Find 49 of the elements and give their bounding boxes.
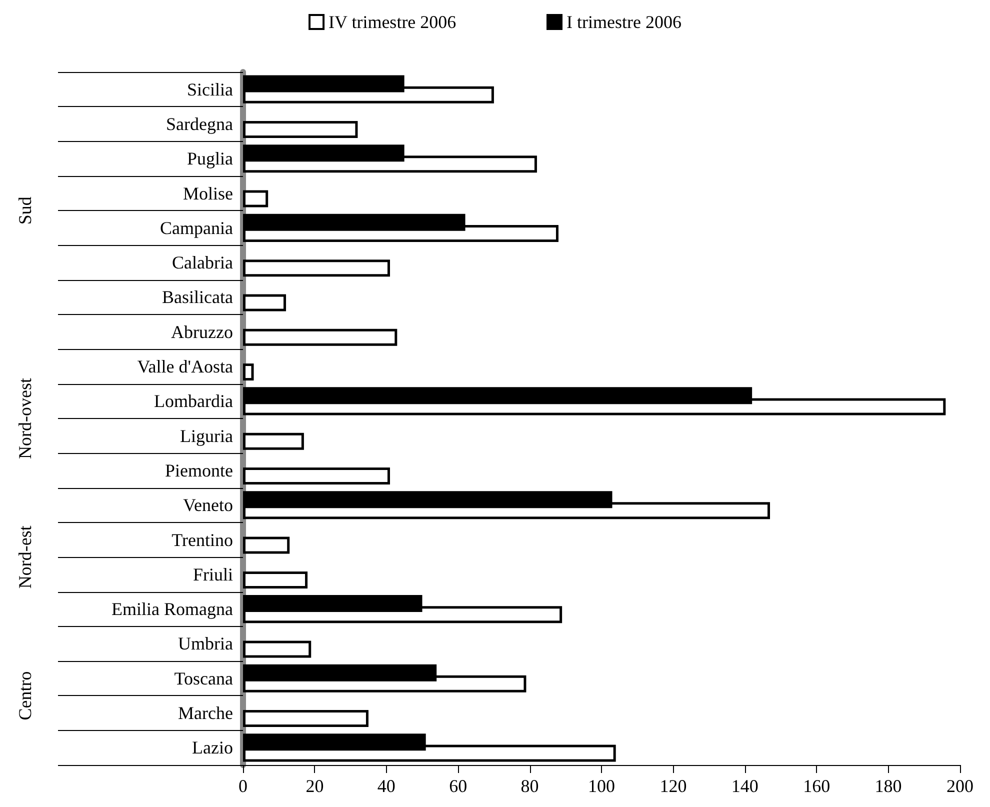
text: Centro: [15, 671, 35, 720]
x-tick-label: 0: [238, 776, 248, 796]
legend-label: IV trimestre 2006: [328, 12, 456, 32]
y-tick-label: Molise: [182, 183, 233, 204]
y-tick-label: Lazio: [192, 738, 233, 758]
y-tick-label: Umbria: [178, 634, 234, 654]
bar: [243, 468, 390, 484]
y-tick-label: Trentino: [172, 530, 233, 550]
x-tick-label: 20: [306, 776, 324, 796]
bar: [243, 190, 268, 208]
x-tick-label: 180: [874, 776, 902, 796]
y-tick-label: Piemonte: [165, 460, 234, 480]
bar: [243, 260, 390, 277]
y-tick-label: Calabria: [172, 252, 233, 273]
x-tick-label: 160: [803, 776, 830, 796]
y-tick-label: Toscana: [174, 668, 234, 688]
bar: [243, 536, 290, 554]
bar: [243, 571, 308, 588]
x-tick-label: 100: [588, 776, 615, 796]
bar: [243, 710, 368, 728]
y-tick-label: Emilia Romagna: [112, 599, 233, 620]
x-tick-label: 120: [660, 776, 687, 796]
legend-label: I trimestre 2006: [566, 12, 682, 32]
y-tick-label: Friuli: [192, 564, 233, 584]
bar: [243, 432, 304, 450]
y-tick-label: Puglia: [186, 148, 233, 169]
y-tick-label: Abruzzo: [171, 322, 233, 342]
x-tick-label: 60: [449, 776, 468, 796]
bar: [243, 121, 358, 138]
y-tick-label: Sardegna: [166, 114, 233, 134]
text: Sud: [15, 196, 35, 225]
x-tick-label: 80: [520, 776, 539, 796]
bar: [243, 640, 312, 658]
y-tick-label: Marche: [178, 703, 234, 724]
y-tick-label: Campania: [160, 218, 233, 238]
bar: [243, 328, 398, 346]
y-tick-label: Veneto: [183, 495, 233, 516]
bar: [243, 294, 286, 312]
y-tick-label: Liguria: [180, 426, 234, 446]
y-tick-label: Valle d'Aosta: [137, 356, 233, 377]
x-tick-label: 200: [946, 776, 974, 796]
y-tick-label: Basilicata: [162, 287, 233, 308]
y-tick-label: Sicilia: [187, 79, 234, 100]
text: Nord-est: [15, 526, 35, 589]
x-tick-label: 140: [731, 776, 758, 796]
y-tick-label: Lombardia: [154, 391, 233, 412]
text: Nord-ovest: [15, 378, 35, 459]
x-tick-label: 40: [377, 776, 396, 796]
bar: [243, 364, 254, 381]
